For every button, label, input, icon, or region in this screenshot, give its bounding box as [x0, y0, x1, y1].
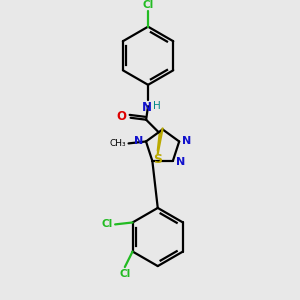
Text: O: O [117, 110, 127, 123]
Text: N: N [176, 157, 185, 167]
Text: Cl: Cl [119, 269, 130, 279]
Text: Cl: Cl [142, 0, 154, 10]
Text: CH₃: CH₃ [110, 139, 127, 148]
Text: N: N [182, 136, 191, 146]
Text: N: N [134, 136, 143, 146]
Text: Cl: Cl [102, 219, 113, 230]
Text: N: N [142, 101, 152, 114]
Text: H: H [153, 101, 161, 111]
Text: S: S [153, 153, 162, 166]
